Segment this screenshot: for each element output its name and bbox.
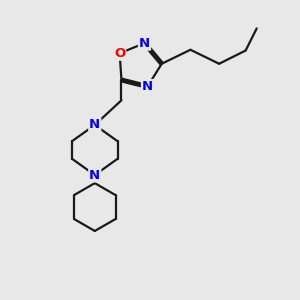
Text: N: N xyxy=(142,80,153,93)
Text: O: O xyxy=(114,47,125,60)
Text: N: N xyxy=(89,169,100,182)
Text: N: N xyxy=(139,37,150,50)
Text: N: N xyxy=(89,118,100,131)
